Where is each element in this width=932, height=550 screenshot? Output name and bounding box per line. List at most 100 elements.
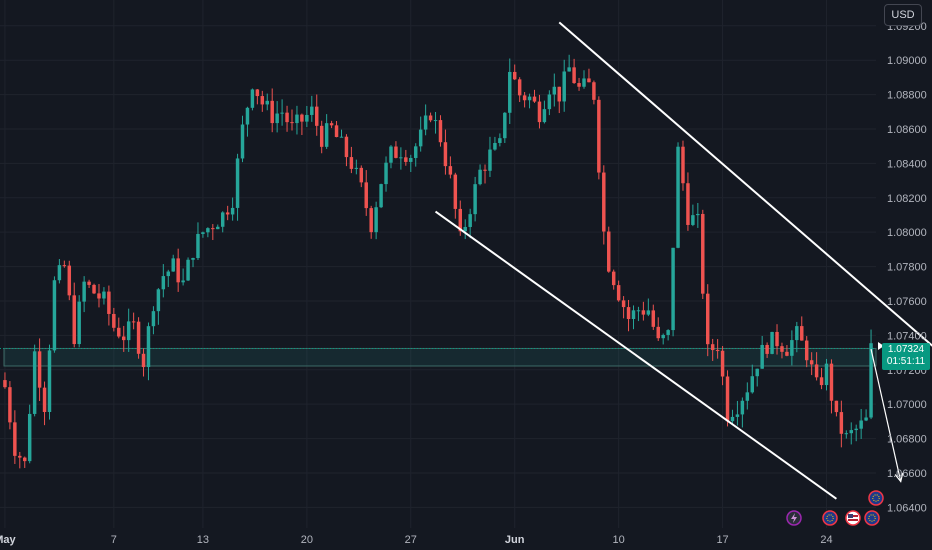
candle bbox=[641, 301, 646, 321]
candle-body bbox=[186, 259, 190, 281]
candle-body bbox=[418, 129, 423, 147]
candle-body bbox=[676, 146, 680, 248]
candle bbox=[384, 156, 388, 192]
candle-body bbox=[364, 182, 368, 209]
candle bbox=[834, 400, 839, 417]
projection-arrow-head bbox=[894, 472, 904, 483]
candle bbox=[23, 456, 27, 468]
candle bbox=[47, 344, 52, 420]
trendline-upper[interactable] bbox=[558, 21, 932, 387]
candle-body bbox=[62, 265, 67, 267]
candle bbox=[428, 112, 433, 123]
candle bbox=[869, 329, 873, 420]
candle bbox=[156, 288, 161, 325]
candle-body bbox=[572, 67, 576, 84]
candle bbox=[166, 269, 171, 287]
candle-body bbox=[240, 124, 245, 159]
candle bbox=[597, 96, 601, 180]
lightning-icon[interactable] bbox=[786, 510, 802, 526]
candle-body bbox=[394, 146, 398, 158]
candle-body bbox=[814, 364, 819, 378]
candle bbox=[57, 259, 62, 284]
candle bbox=[656, 317, 660, 341]
flag-eu-icon[interactable] bbox=[864, 510, 880, 526]
candle-body bbox=[641, 310, 646, 315]
bar-countdown-label: 01:51:11 bbox=[886, 356, 926, 367]
price-axis[interactable]: 1.092001.090001.088001.086001.084001.082… bbox=[878, 21, 927, 515]
projection-arrow-line[interactable] bbox=[870, 349, 902, 482]
currency-button[interactable]: USD bbox=[884, 4, 922, 26]
y-tick-label: 1.09000 bbox=[887, 55, 927, 67]
candle-body bbox=[300, 114, 304, 122]
x-tick-label: 24 bbox=[820, 534, 832, 546]
candle-body bbox=[196, 233, 200, 259]
candle bbox=[13, 410, 17, 464]
candle bbox=[131, 312, 136, 330]
candle bbox=[760, 335, 764, 369]
candle bbox=[448, 156, 453, 179]
candle bbox=[97, 284, 101, 308]
candle bbox=[290, 109, 294, 131]
candle bbox=[280, 99, 284, 126]
flag-stars bbox=[826, 514, 834, 522]
candle bbox=[423, 104, 428, 136]
candle-body bbox=[844, 433, 849, 435]
candle-body bbox=[18, 455, 22, 458]
candle-body bbox=[537, 101, 542, 123]
candle bbox=[161, 264, 166, 298]
candle bbox=[126, 308, 131, 352]
candle bbox=[572, 58, 576, 84]
candle-body bbox=[864, 417, 868, 421]
candle-body bbox=[582, 78, 586, 87]
trendline-lower[interactable] bbox=[434, 210, 837, 500]
last-price-tag: 1.07324 01:51:11 bbox=[882, 343, 930, 370]
candle-body bbox=[102, 291, 106, 299]
candle-body bbox=[27, 413, 32, 462]
candle bbox=[770, 331, 774, 355]
candle bbox=[626, 299, 631, 332]
candle-body bbox=[503, 112, 507, 139]
candles bbox=[3, 54, 873, 469]
candle bbox=[720, 346, 725, 386]
candle bbox=[438, 115, 443, 147]
candle-body bbox=[745, 392, 750, 401]
y-tick-label: 1.07000 bbox=[887, 399, 927, 411]
candle bbox=[557, 86, 561, 114]
candle-body bbox=[611, 271, 616, 286]
candle-body bbox=[532, 96, 537, 102]
candle bbox=[498, 133, 502, 147]
time-axis[interactable]: May 7 13 20 27 Jun 10 17 24 bbox=[0, 534, 833, 546]
candle bbox=[844, 430, 849, 439]
candle bbox=[409, 154, 413, 173]
candle-body bbox=[458, 208, 463, 232]
candle-body bbox=[686, 183, 690, 225]
candle-body bbox=[285, 112, 289, 123]
candle bbox=[404, 149, 408, 166]
candle bbox=[225, 205, 230, 221]
candle bbox=[265, 93, 269, 111]
candle-body bbox=[448, 166, 453, 175]
candle-body bbox=[547, 94, 552, 110]
candle-body bbox=[616, 285, 621, 301]
candle-body bbox=[23, 457, 27, 462]
candle-body bbox=[13, 422, 17, 456]
candle-body bbox=[681, 146, 685, 184]
candle-body bbox=[315, 106, 319, 126]
candle-body bbox=[280, 112, 284, 114]
candle bbox=[354, 159, 359, 175]
candle-body bbox=[171, 258, 175, 272]
flag-us-icon[interactable] bbox=[845, 510, 861, 526]
candle-body bbox=[438, 120, 443, 143]
candle bbox=[235, 153, 240, 221]
candle-body bbox=[730, 416, 735, 422]
flag-eu-icon[interactable] bbox=[822, 510, 838, 526]
flag-stars bbox=[872, 494, 880, 502]
candle bbox=[136, 317, 141, 359]
candle-body bbox=[216, 226, 220, 230]
candle-body bbox=[443, 142, 448, 167]
candle bbox=[186, 257, 190, 281]
candle-body bbox=[97, 293, 101, 299]
flag-eu-icon[interactable] bbox=[868, 490, 884, 506]
